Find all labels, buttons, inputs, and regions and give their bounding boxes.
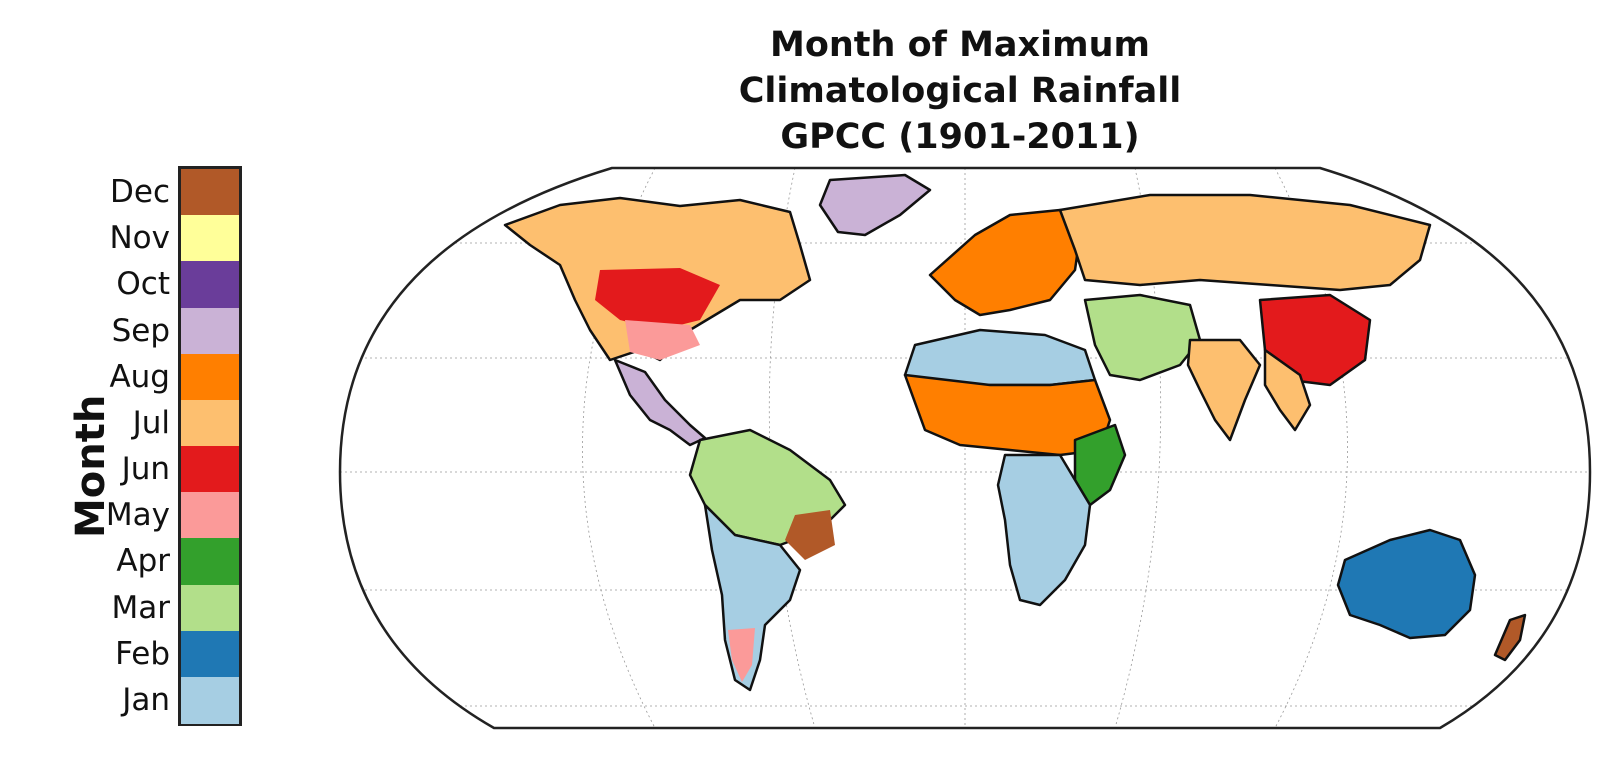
colorbar-swatch-feb — [181, 630, 239, 678]
colorbar — [178, 166, 242, 726]
colorbar-swatch-jun — [181, 446, 239, 493]
colorbar-swatch-oct — [181, 261, 239, 309]
region-south-america-south — [703, 503, 802, 692]
colorbar-swatch-jul — [181, 399, 239, 447]
colorbar-label-may: May — [105, 497, 170, 534]
colorbar-label-oct: Oct — [116, 266, 170, 303]
colorbar-swatch-dec — [181, 169, 239, 216]
region-north-america-southeast — [625, 320, 700, 360]
colorbar-swatch-apr — [181, 538, 239, 586]
colorbar-swatch-mar — [181, 584, 239, 632]
region-new-zealand — [1493, 613, 1527, 662]
region-greenland — [818, 173, 932, 237]
region-north-america-central — [595, 268, 720, 330]
chart-title-line-2: Climatological Rainfall — [738, 71, 1182, 111]
colorbar-label-aug: Aug — [109, 358, 170, 395]
region-central-america — [613, 358, 707, 447]
colorbar-swatch-may — [181, 492, 239, 540]
region-middle-east — [1083, 293, 1202, 382]
colorbar-label-feb: Feb — [115, 635, 170, 672]
colorbar-label-jan: Jan — [122, 681, 170, 718]
region-southeast-asia — [1263, 348, 1312, 432]
colorbar-swatch-nov — [181, 215, 239, 263]
region-europe — [928, 208, 1082, 317]
region-patagonia — [728, 628, 755, 682]
colorbar-label-jul: Jul — [132, 404, 170, 441]
colorbar-swatch-aug — [181, 353, 239, 401]
colorbar-swatch-sep — [181, 307, 239, 355]
chart-title-line-3: GPCC (1901-2011) — [780, 117, 1140, 157]
chart-title: Month of Maximum Climatological Rainfall… — [640, 22, 1280, 160]
colorbar-label-mar: Mar — [111, 589, 171, 626]
region-southern-africa — [996, 453, 1092, 607]
colorbar-label-nov: Nov — [109, 220, 170, 257]
colorbar-swatch-jan — [181, 676, 239, 724]
colorbar-label-sep: Sep — [111, 312, 170, 349]
region-india — [1186, 338, 1262, 442]
map-outline — [338, 166, 1592, 730]
region-siberia — [1058, 193, 1432, 292]
region-brazil-east — [785, 510, 835, 560]
colorbar-label-apr: Apr — [116, 543, 170, 580]
region-australia — [1336, 528, 1477, 640]
colorbar-label-jun: Jun — [121, 451, 170, 488]
colorbar-label-dec: Dec — [110, 174, 170, 211]
chart-title-line-1: Month of Maximum — [770, 25, 1150, 65]
